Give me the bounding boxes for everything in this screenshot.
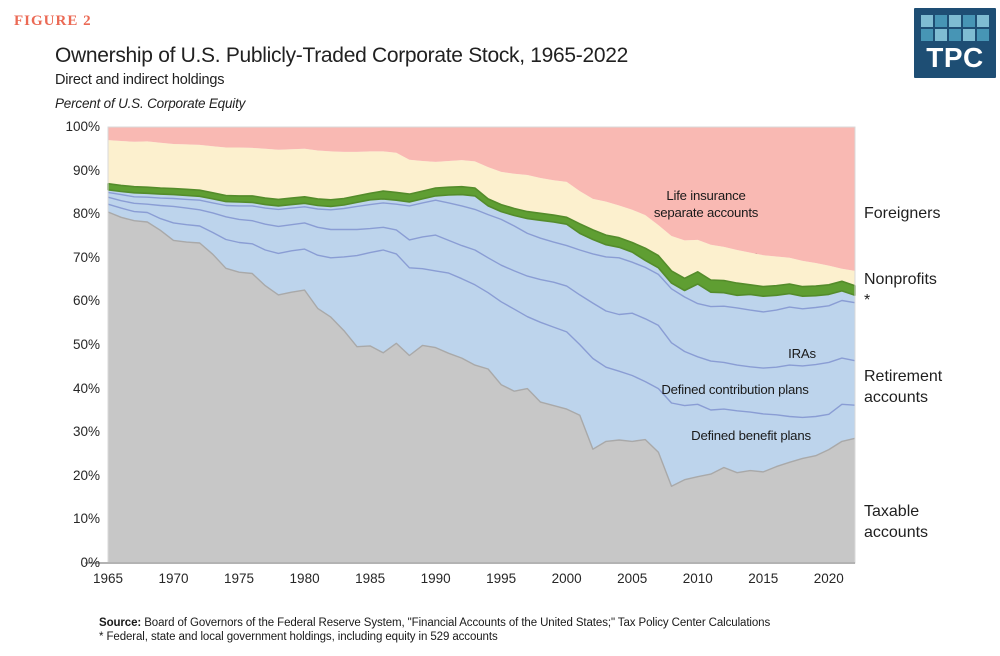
y-tick-label: 100% bbox=[65, 119, 100, 134]
x-tick-label: 1975 bbox=[224, 571, 255, 586]
area-taxable bbox=[108, 212, 855, 563]
x-tick-label: 2015 bbox=[748, 571, 779, 586]
tpc-logo-square bbox=[935, 15, 947, 27]
tpc-logo-square bbox=[977, 29, 989, 41]
category-label-nonprofits: Nonprofits * bbox=[864, 271, 937, 309]
dc-note: Defined contribution plans bbox=[661, 382, 809, 397]
db-note: Defined benefit plans bbox=[691, 428, 811, 443]
category-label-retirement-accounts: Retirement accounts bbox=[864, 368, 943, 406]
x-tick-label: 1980 bbox=[289, 571, 320, 586]
iras-note: IRAs bbox=[788, 346, 816, 361]
y-tick-label: 80% bbox=[72, 206, 100, 222]
area-iras bbox=[108, 192, 855, 369]
area-nonprofits bbox=[108, 140, 855, 287]
x-tick-label: 1965 bbox=[92, 571, 124, 586]
tpc-logo-square bbox=[977, 15, 989, 27]
category-label-taxable-accounts: Taxable accounts bbox=[864, 503, 929, 541]
area-defined_contribution bbox=[108, 197, 855, 418]
area-other_retirement bbox=[108, 189, 855, 312]
x-tick-label: 2005 bbox=[617, 571, 648, 586]
edge-defined_contribution bbox=[107, 196, 856, 369]
y-tick-label: 70% bbox=[72, 249, 100, 265]
area-foreigners bbox=[108, 127, 855, 271]
y-tick-label: 0% bbox=[80, 555, 100, 570]
x-tick-label: 2000 bbox=[551, 571, 582, 586]
figure-label: FIGURE 2 bbox=[14, 13, 92, 29]
x-tick-label: 1985 bbox=[355, 571, 386, 586]
chart-title: Ownership of U.S. Publicly-Traded Corpor… bbox=[55, 44, 629, 67]
source-note: Source: Board of Governors of the Federa… bbox=[99, 617, 770, 644]
x-tick-label: 1990 bbox=[420, 571, 451, 586]
x-tick-label: 1995 bbox=[486, 571, 517, 586]
x-tick-label: 2010 bbox=[682, 571, 713, 586]
y-tick-label: 30% bbox=[72, 424, 100, 440]
tpc-logo: TPC bbox=[914, 8, 996, 78]
y-tick-label: 90% bbox=[72, 162, 100, 178]
y-tick-label: 50% bbox=[72, 337, 100, 352]
tpc-logo-text: TPC bbox=[926, 42, 984, 73]
y-tick-label: 10% bbox=[72, 511, 100, 527]
tpc-logo-square bbox=[949, 29, 961, 41]
tpc-logo-square bbox=[921, 29, 933, 41]
tpc-logo-square bbox=[921, 15, 933, 27]
tpc-logo-square bbox=[963, 15, 975, 27]
x-tick-label: 1970 bbox=[158, 571, 189, 586]
area-defined_benefit bbox=[108, 204, 855, 487]
x-tick-label: 2020 bbox=[813, 571, 844, 586]
tpc-logo-grid-icon bbox=[921, 15, 989, 41]
edge-iras bbox=[107, 191, 856, 313]
y-tick-label: 60% bbox=[72, 293, 100, 309]
source-label: Source: bbox=[99, 617, 142, 629]
y-axis-unit-label: Percent of U.S. Corporate Equity bbox=[55, 96, 246, 111]
edge-taxable bbox=[107, 211, 856, 487]
category-label-foreigners: Foreigners bbox=[864, 205, 941, 222]
tpc-logo-square bbox=[935, 29, 947, 41]
y-tick-label: 40% bbox=[72, 380, 100, 396]
chart-subtitle: Direct and indirect holdings bbox=[55, 72, 225, 88]
tpc-logo-square bbox=[963, 29, 975, 41]
tpc-logo-square bbox=[949, 15, 961, 27]
footnote: * Federal, state and local government ho… bbox=[99, 630, 498, 643]
source-text: Board of Governors of the Federal Reserv… bbox=[141, 617, 771, 629]
edge-defined_benefit bbox=[107, 203, 856, 419]
life-insurance-note: Life insurance separate accounts bbox=[653, 188, 759, 220]
y-tick-label: 20% bbox=[72, 467, 100, 483]
